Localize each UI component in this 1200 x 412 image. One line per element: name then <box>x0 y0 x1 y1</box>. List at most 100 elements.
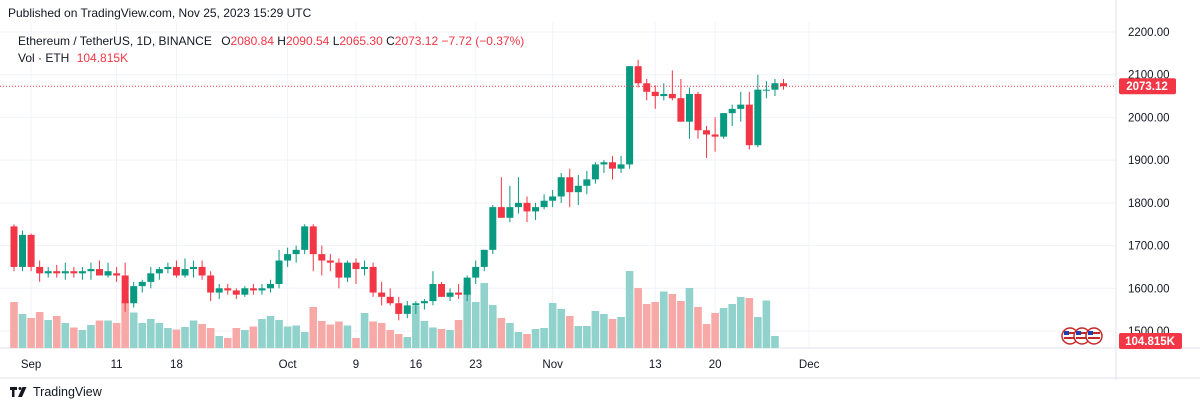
candle-body[interactable] <box>36 266 44 274</box>
candle-body[interactable] <box>172 266 180 276</box>
candle-body[interactable] <box>583 179 591 186</box>
candle-body[interactable] <box>412 303 420 306</box>
candle-body[interactable] <box>138 281 146 287</box>
candle-body[interactable] <box>352 262 360 270</box>
candle-body[interactable] <box>70 271 78 274</box>
candle-body[interactable] <box>429 284 437 302</box>
candle-body[interactable] <box>292 249 300 255</box>
candle-body[interactable] <box>660 93 668 97</box>
candle-body[interactable] <box>232 290 240 295</box>
candle-body[interactable] <box>361 266 369 270</box>
candle-body[interactable] <box>455 292 463 295</box>
candle-body[interactable] <box>241 288 249 295</box>
candle-body[interactable] <box>668 93 676 99</box>
volume-bar <box>87 325 95 348</box>
candle-body[interactable] <box>258 288 266 291</box>
candle-body[interactable] <box>634 66 642 84</box>
candle-body[interactable] <box>720 113 728 137</box>
candle-body[interactable] <box>745 104 753 146</box>
candle-body[interactable] <box>335 262 343 278</box>
candle-body[interactable] <box>609 162 616 169</box>
candle-body[interactable] <box>532 207 540 212</box>
candle-body[interactable] <box>121 275 129 304</box>
candle-body[interactable] <box>96 269 103 276</box>
candle-body[interactable] <box>754 89 762 146</box>
candle-body[interactable] <box>566 177 574 193</box>
candle-body[interactable] <box>207 275 215 293</box>
candle-body[interactable] <box>378 292 386 297</box>
candle-body[interactable] <box>643 83 651 92</box>
candle-body[interactable] <box>87 269 95 272</box>
candle-body[interactable] <box>685 93 693 122</box>
candle-body[interactable] <box>326 260 334 263</box>
candle-body[interactable] <box>53 271 61 274</box>
candle-body[interactable] <box>703 130 711 135</box>
candle-body[interactable] <box>694 93 702 131</box>
candle-body[interactable] <box>113 273 121 276</box>
candle-body[interactable] <box>147 273 155 282</box>
candle-body[interactable] <box>27 234 35 267</box>
candle-body[interactable] <box>549 196 557 201</box>
candle-body[interactable] <box>506 207 514 218</box>
candle-body[interactable] <box>164 266 172 270</box>
candle-body[interactable] <box>104 271 112 276</box>
candle-body[interactable] <box>600 162 608 165</box>
candle-body[interactable] <box>395 303 403 314</box>
candle-body[interactable] <box>557 177 565 197</box>
close-label: C <box>386 34 395 48</box>
candle-body[interactable] <box>44 271 52 274</box>
candle-body[interactable] <box>472 266 480 278</box>
candle-body[interactable] <box>198 266 206 276</box>
candle-body[interactable] <box>130 286 138 304</box>
candle-body[interactable] <box>386 296 394 304</box>
symbol-label[interactable]: Ethereum / TetherUS, 1D, BINANCE <box>18 34 212 48</box>
candle-body[interactable] <box>10 226 18 267</box>
candle-body[interactable] <box>181 269 189 276</box>
candle-body[interactable] <box>677 98 685 122</box>
change-value: −7.72 (−0.37%) <box>441 34 525 48</box>
candle-body[interactable] <box>574 185 582 193</box>
candle-body[interactable] <box>728 108 736 114</box>
candle-body[interactable] <box>403 305 411 314</box>
candle-body[interactable] <box>463 277 471 295</box>
candle-body[interactable] <box>523 202 531 212</box>
candle-body[interactable] <box>438 284 445 297</box>
candle-body[interactable] <box>489 207 497 250</box>
candle-body[interactable] <box>737 104 745 109</box>
candle-body[interactable] <box>762 89 770 91</box>
us-flag-icon[interactable] <box>1085 327 1103 345</box>
candle-body[interactable] <box>309 226 317 255</box>
candle-body[interactable] <box>301 226 309 250</box>
candle-body[interactable] <box>711 134 719 137</box>
candle-body[interactable] <box>480 249 488 267</box>
volume-bar <box>574 326 583 348</box>
volume-label: Vol · ETH <box>18 51 70 65</box>
candle-body[interactable] <box>78 271 86 274</box>
volume-bar <box>326 324 335 348</box>
candle-body[interactable] <box>275 260 283 285</box>
candle-body[interactable] <box>446 292 454 297</box>
candle-body[interactable] <box>155 269 163 274</box>
candle-body[interactable] <box>514 202 522 208</box>
candle-body[interactable] <box>591 164 599 180</box>
candle-body[interactable] <box>215 288 223 293</box>
candle-body[interactable] <box>497 207 505 218</box>
candle-body[interactable] <box>61 271 69 274</box>
candle-body[interactable] <box>224 288 232 291</box>
footer-brand[interactable]: TradingView <box>10 385 102 399</box>
candle-body[interactable] <box>318 254 326 261</box>
candle-body[interactable] <box>651 91 659 97</box>
candle-body[interactable] <box>249 288 257 291</box>
candle-body[interactable] <box>19 234 27 267</box>
candle-body[interactable] <box>617 164 625 169</box>
candle-body[interactable] <box>540 200 548 208</box>
candle-body[interactable] <box>780 83 787 87</box>
candle-body[interactable] <box>626 66 634 165</box>
candle-body[interactable] <box>190 266 198 270</box>
candle-body[interactable] <box>369 266 377 293</box>
candle-body[interactable] <box>267 284 274 289</box>
candle-body[interactable] <box>284 254 292 261</box>
candle-body[interactable] <box>420 301 428 304</box>
candle-body[interactable] <box>343 262 351 278</box>
